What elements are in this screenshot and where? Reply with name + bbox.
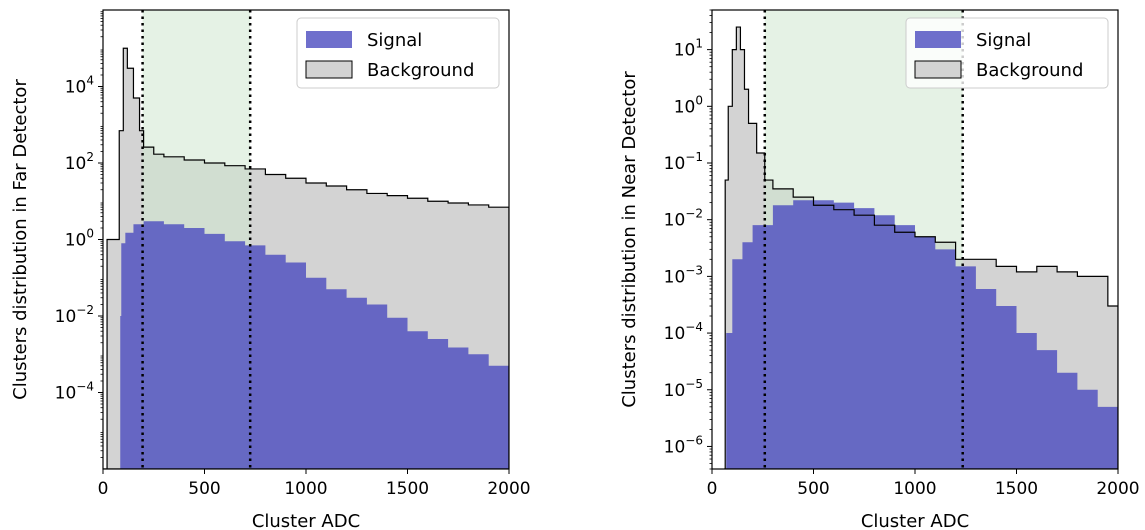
y-tick-label: 10−4 [664, 320, 703, 344]
y-tick-label: 10−3 [664, 263, 703, 287]
x-tick-label: 500 [797, 479, 829, 499]
legend-label-background: Background [976, 60, 1083, 81]
y-tick-label: 101 [674, 37, 703, 61]
y-tick-label: 10−2 [55, 303, 94, 327]
background-outline [103, 47, 509, 469]
x-tick-label: 0 [98, 479, 109, 499]
x-tick-label: 1500 [995, 479, 1038, 499]
y-tick-label: 10−5 [664, 377, 703, 401]
x-tick-label: 2000 [1096, 479, 1139, 499]
background-outline [724, 26, 1118, 469]
y-tick-label: 10−1 [664, 150, 703, 174]
legend-label-signal: Signal [367, 30, 422, 51]
far-detector-panel: 0 500 1000 1500 2000 10−4 10−2 100 102 104 Cluster… [10, 9, 531, 530]
x-tick-label: 1000 [284, 479, 327, 499]
y-axis-label: Clusters distribution in Near Detector [619, 71, 640, 408]
background-swatch [914, 60, 962, 79]
signal-histogram [119, 221, 509, 469]
y-tick-label: 10−2 [664, 207, 703, 231]
legend: Signal Background [905, 17, 1109, 89]
legend: Signal Background [296, 17, 500, 89]
x-axis-label: Cluster ADC [252, 511, 360, 530]
y-tick-label: 10−4 [55, 380, 94, 404]
signal-histogram [724, 200, 1118, 469]
x-tick-label: 1000 [893, 479, 936, 499]
x-tick-label: 1500 [386, 479, 429, 499]
legend-label-signal: Signal [976, 30, 1031, 51]
y-tick-label: 102 [65, 150, 94, 174]
y-tick-label: 10−6 [664, 433, 703, 457]
x-tick-label: 2000 [487, 479, 530, 499]
y-axis-label: Clusters distribution in Far Detector [10, 79, 31, 400]
x-axis-label: Cluster ADC [861, 511, 969, 530]
plot-area [103, 10, 509, 469]
y-tick-label: 100 [674, 93, 703, 117]
background-swatch [305, 60, 353, 79]
signal-swatch [306, 31, 352, 48]
plot-area [724, 10, 1118, 469]
x-tick-label: 0 [707, 479, 718, 499]
legend-label-background: Background [367, 60, 474, 81]
signal-swatch [915, 31, 961, 48]
near-detector-panel: 0 500 1000 1500 2000 10−6 10−5 10−4 10−3 10−2 10−1… [619, 9, 1140, 530]
y-tick-label: 104 [65, 74, 94, 98]
y-tick-label: 100 [65, 227, 94, 251]
x-tick-label: 500 [188, 479, 220, 499]
